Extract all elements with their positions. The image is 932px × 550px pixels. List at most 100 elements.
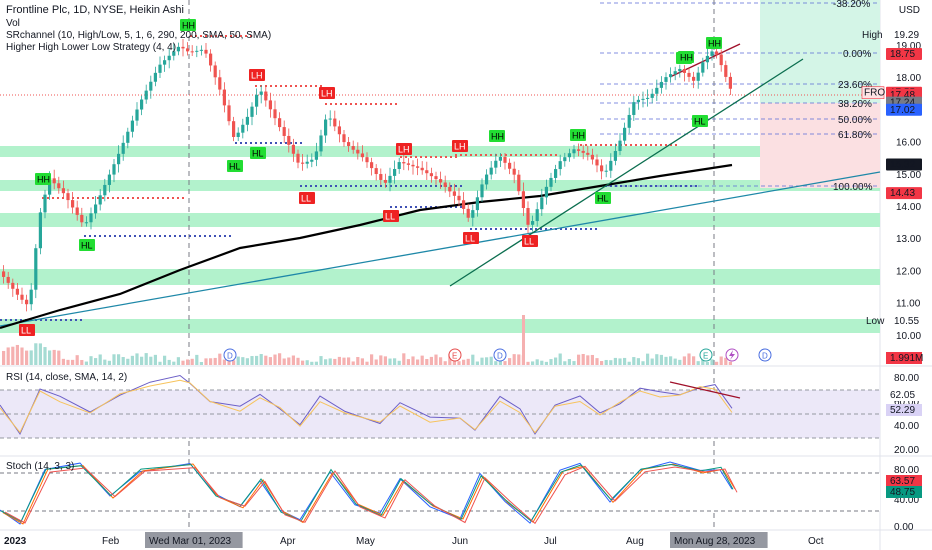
- candle-body: [494, 160, 498, 168]
- volume-spike: [522, 315, 525, 365]
- rsi-ma-line: [0, 379, 733, 434]
- volume-bar: [664, 356, 668, 365]
- candle-body: [130, 120, 134, 132]
- volume-bar: [393, 358, 397, 365]
- price-tag-bg: [886, 48, 922, 61]
- candle-body: [236, 132, 240, 137]
- srchannel-legend[interactable]: SRchannel (10, High/Low, 5, 1, 6, 290, 2…: [6, 30, 272, 41]
- candle-body: [52, 178, 56, 184]
- volume-bar: [20, 347, 24, 365]
- price-tick: 14.00: [896, 202, 921, 213]
- candle-body: [475, 197, 479, 211]
- strategy-legend[interactable]: Higher High Lower Low Strategy (4, 4): [6, 42, 177, 53]
- volume-bar: [480, 357, 484, 365]
- candle-body: [623, 127, 627, 141]
- volume-bar: [462, 359, 466, 365]
- candle-body: [80, 214, 84, 223]
- volume-bar: [567, 359, 571, 365]
- candle-body: [503, 156, 507, 163]
- volume-bar: [66, 359, 70, 365]
- rsi-tick: 40.00: [894, 421, 919, 432]
- volume-bar: [370, 354, 374, 365]
- swing-marker-ll: [19, 324, 35, 336]
- price-tag: 14.43: [890, 188, 915, 199]
- target-box: [760, 0, 880, 103]
- candle-body: [140, 99, 144, 110]
- volume-bar: [282, 358, 286, 365]
- swing-marker-label: HL: [252, 149, 264, 159]
- candle-body: [521, 191, 525, 209]
- candle-body: [57, 183, 61, 189]
- candle-body: [342, 134, 346, 143]
- volume-bar: [190, 358, 194, 365]
- candle-body: [692, 76, 696, 81]
- fib-level-label: -38.20%: [833, 0, 870, 10]
- volume-bar: [38, 343, 42, 365]
- ticker-tag-bg: [861, 86, 885, 99]
- volume-bar: [692, 356, 696, 365]
- chart-title[interactable]: Frontline Plc, 1D, NYSE, Heikin Ashi: [6, 4, 184, 16]
- volume-bar: [236, 356, 240, 365]
- volume-bar: [347, 357, 351, 365]
- candle-body: [176, 46, 180, 52]
- swing-marker-label: LL: [301, 194, 311, 204]
- candle-body: [600, 165, 604, 172]
- candle-body: [480, 184, 484, 198]
- swing-marker-ll: [522, 235, 538, 247]
- swing-marker-label: LL: [385, 212, 395, 222]
- channel-trendline: [0, 171, 881, 327]
- candle-body: [724, 65, 728, 77]
- candle-body: [291, 144, 295, 154]
- volume-bar: [163, 355, 167, 365]
- swing-marker-label: HL: [694, 117, 706, 127]
- candle-body: [360, 153, 364, 158]
- swing-marker-label: LL: [465, 234, 475, 244]
- candlestick-series: [2, 38, 732, 312]
- stoch-tag: 48.75: [890, 487, 915, 498]
- currency-label[interactable]: USD: [898, 5, 920, 16]
- candle-body: [333, 118, 337, 127]
- volume-bar: [613, 357, 617, 365]
- volume-bar: [268, 357, 272, 365]
- candle-body: [66, 193, 70, 201]
- stoch-tick: 0.00: [894, 522, 914, 533]
- time-cursor-bg: [145, 532, 243, 548]
- volume-bar: [696, 361, 700, 365]
- rsi-line: [0, 374, 733, 436]
- candle-body: [199, 49, 203, 51]
- volume-bar: [264, 355, 268, 365]
- swing-marker-ll: [463, 232, 479, 244]
- stoch-tick: 40.00: [894, 495, 919, 506]
- volume-bar: [411, 356, 415, 365]
- earnings-event-icon: [699, 348, 713, 362]
- candle-body: [429, 173, 433, 177]
- candle-body: [2, 271, 6, 277]
- candle-body: [250, 106, 254, 117]
- stoch-legend[interactable]: Stoch (14, 3, 3): [6, 461, 75, 472]
- stoch-tick: 80.00: [894, 465, 919, 476]
- volume-bar: [609, 360, 613, 365]
- volume-bar: [296, 357, 300, 365]
- volume-bar: [199, 361, 203, 365]
- candle-body: [577, 149, 581, 151]
- swing-marker-hh: [35, 173, 51, 185]
- candle-body: [664, 77, 668, 82]
- vol-legend[interactable]: Vol: [6, 18, 20, 29]
- candle-body: [144, 90, 148, 100]
- stoch-tag: 63.57: [890, 476, 915, 487]
- volume-bar: [167, 359, 171, 365]
- volume-bar: [508, 358, 512, 365]
- swing-marker-label: HH: [37, 175, 50, 185]
- candle-body: [282, 127, 286, 136]
- volume-bar: [337, 356, 341, 365]
- candle-body: [448, 186, 452, 192]
- stoch-tag-bg: [886, 486, 922, 498]
- candle-body: [351, 146, 355, 150]
- rsi-legend[interactable]: RSI (14, close, SMA, 14, 2): [6, 372, 128, 383]
- volume-bar: [149, 356, 153, 365]
- volume-bar: [144, 353, 148, 365]
- candle-body: [646, 97, 650, 99]
- volume-bar: [291, 355, 295, 365]
- swing-marker-hl: [692, 115, 708, 127]
